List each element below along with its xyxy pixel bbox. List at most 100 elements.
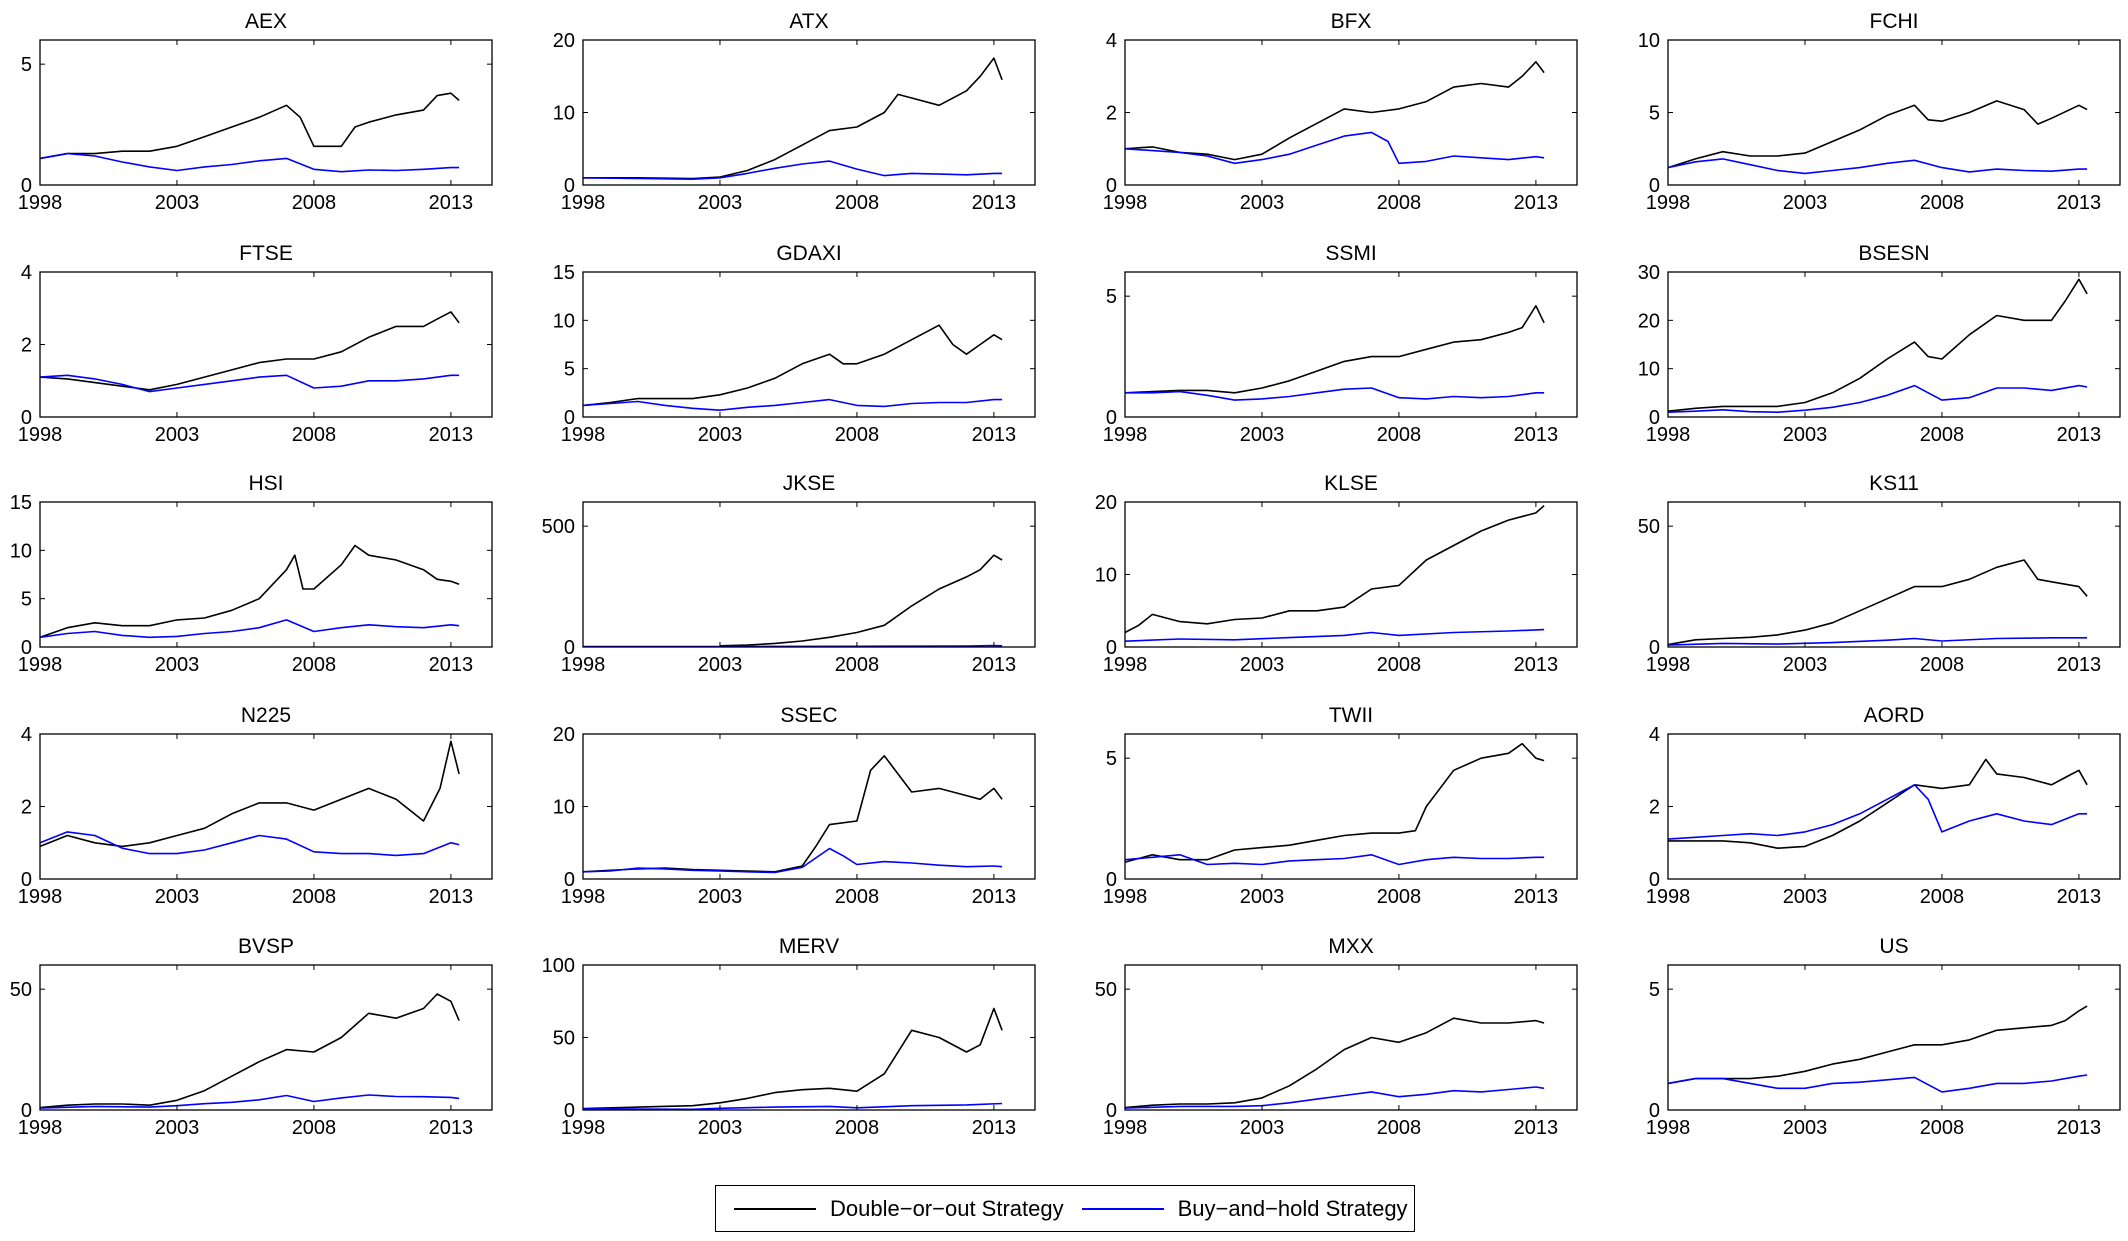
x-tick-label: 2013: [972, 886, 1017, 908]
plot-frame: [39, 733, 493, 880]
y-tick-label: 0: [564, 175, 575, 197]
y-tick-label: 10: [1638, 30, 1660, 52]
y-tick-label: 15: [553, 262, 575, 284]
y-tick-label: 4: [1106, 30, 1117, 52]
legend-line-buy-and-hold: [1081, 1207, 1164, 1210]
chart-bfx: BFX 1998 2003 2008 2013 0 2 4: [1103, 10, 1578, 214]
series-line-buy-and-hold-strategy: [1667, 158, 2088, 175]
x-tick-label: 2003: [1240, 1117, 1285, 1139]
x-tick-label: 2008: [1920, 424, 1965, 446]
y-tick-label: 0: [21, 175, 32, 197]
y-tick-label: 5: [1649, 979, 1660, 1001]
x-tick-label: 2008: [292, 192, 337, 214]
x-tick-label: 2003: [1783, 654, 1828, 676]
y-tick-label: 0: [564, 869, 575, 891]
chart-title: MXX: [1328, 935, 1374, 958]
y-tick-label: 2: [1649, 797, 1660, 819]
x-tick-label: 1998: [561, 1117, 606, 1139]
chart-aex: AEX 1998 2003 2008 2013 0 5: [18, 10, 493, 214]
y-tick-label: 5: [21, 54, 32, 76]
x-tick-label: 1998: [18, 1117, 63, 1139]
x-tick-label: 2003: [155, 424, 200, 446]
chart-title: GDAXI: [776, 242, 841, 265]
y-tick-label: 4: [21, 262, 32, 284]
x-tick-label: 2008: [1920, 192, 1965, 214]
y-tick-label: 30: [1638, 262, 1660, 284]
y-tick-label: 20: [553, 30, 575, 52]
series-line-double-or-out-strategy: [719, 554, 1003, 647]
chart-fchi: FCHI 1998 2003 2008 2013 0 5 10: [1638, 10, 2121, 214]
x-tick-label: 2003: [1783, 1117, 1828, 1139]
plot-frame: [582, 501, 1036, 648]
x-tick-label: 1998: [1646, 424, 1691, 446]
x-tick-label: 2003: [698, 654, 743, 676]
x-tick-label: 2013: [429, 424, 474, 446]
y-tick-label: 0: [1106, 175, 1117, 197]
y-tick-label: 2: [21, 335, 32, 357]
chart-title: AORD: [1864, 704, 1925, 727]
x-tick-label: 2013: [2057, 192, 2102, 214]
chart-title: FCHI: [1870, 10, 1919, 33]
chart-title: AEX: [245, 10, 287, 33]
chart-bvsp: BVSP 1998 2003 2008 2013 0 50: [10, 935, 493, 1139]
series-line-double-or-out-strategy: [583, 57, 1003, 180]
chart-title: BFX: [1331, 10, 1372, 33]
series-line-double-or-out-strategy: [39, 92, 460, 160]
x-tick-label: 2013: [2057, 886, 2102, 908]
x-tick-label: 1998: [18, 886, 63, 908]
series-line-buy-and-hold-strategy: [582, 1102, 1003, 1111]
series-line-double-or-out-strategy: [1124, 1017, 1545, 1109]
series-line-buy-and-hold-strategy: [1667, 384, 2088, 413]
x-tick-label: 2008: [835, 192, 880, 214]
series-line-buy-and-hold-strategy: [39, 152, 460, 173]
y-tick-label: 0: [1649, 637, 1660, 659]
plot-frame: [1124, 733, 1578, 880]
y-tick-label: 0: [1106, 637, 1117, 659]
series-line-double-or-out-strategy: [582, 1007, 1003, 1110]
y-tick-label: 5: [1649, 103, 1660, 125]
y-tick-label: 0: [21, 869, 32, 891]
series-line-buy-and-hold-strategy: [582, 398, 1003, 411]
plot-frame: [39, 271, 493, 418]
legend-label-buy-and-hold: Buy−and−hold Strategy: [1177, 1195, 1408, 1221]
y-tick-label: 0: [1649, 407, 1660, 429]
x-tick-label: 1998: [1103, 1117, 1148, 1139]
x-tick-label: 2003: [155, 654, 200, 676]
series-line-buy-and-hold-strategy: [39, 619, 460, 639]
chart-n225: N225 1998 2003 2008 2013 0 2 4: [18, 704, 493, 908]
y-tick-label: 0: [1106, 1100, 1117, 1122]
x-tick-label: 2013: [1514, 192, 1559, 214]
plot-frame: [39, 964, 493, 1111]
series-line-double-or-out-strategy: [582, 324, 1003, 407]
x-tick-label: 1998: [18, 192, 63, 214]
x-tick-label: 1998: [561, 886, 606, 908]
x-tick-label: 2013: [972, 1117, 1017, 1139]
y-tick-label: 50: [10, 979, 32, 1001]
series-line-buy-and-hold-strategy: [39, 831, 460, 857]
y-tick-label: 20: [553, 724, 575, 746]
y-tick-label: 2: [21, 797, 32, 819]
chart-title: KLSE: [1324, 472, 1378, 495]
x-tick-label: 2008: [835, 886, 880, 908]
x-tick-label: 2008: [1377, 1117, 1422, 1139]
y-tick-label: 0: [1106, 869, 1117, 891]
x-tick-label: 2003: [155, 886, 200, 908]
x-tick-label: 2008: [1377, 192, 1422, 214]
y-tick-label: 4: [21, 724, 32, 746]
x-tick-label: 2003: [698, 886, 743, 908]
x-tick-label: 1998: [1103, 654, 1148, 676]
y-tick-label: 15: [10, 492, 32, 514]
y-tick-label: 0: [1106, 407, 1117, 429]
x-tick-label: 2008: [292, 1117, 337, 1139]
x-tick-label: 1998: [1646, 192, 1691, 214]
y-tick-label: 50: [1095, 979, 1117, 1001]
x-tick-label: 2013: [972, 654, 1017, 676]
y-tick-label: 10: [553, 310, 575, 332]
plot-frame: [39, 39, 493, 186]
plot-frame: [1667, 501, 2121, 648]
x-tick-label: 1998: [561, 424, 606, 446]
chart-title: ATX: [789, 10, 828, 33]
chart-ftse: FTSE 1998 2003 2008 2013 0 2 4: [18, 242, 493, 446]
chart-ks11: KS11 1998 2003 2008 2013 0 50: [1638, 472, 2121, 676]
series-line-buy-and-hold-strategy: [1125, 387, 1545, 401]
